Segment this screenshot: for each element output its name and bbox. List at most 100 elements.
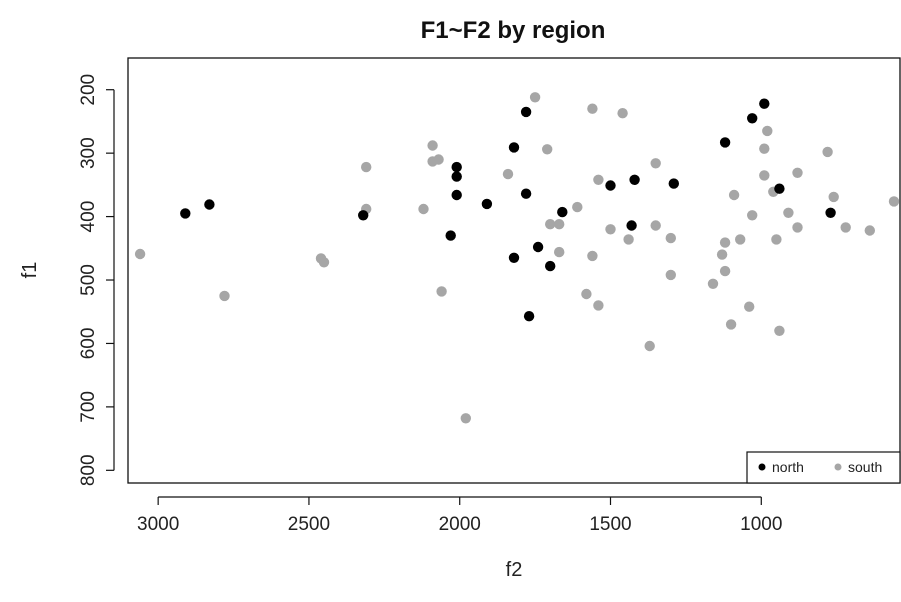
data-point-north	[747, 113, 758, 124]
data-point-south	[593, 174, 604, 185]
data-point-north	[508, 142, 520, 153]
x-tick-label: 2000	[439, 514, 481, 535]
legend-label-south: south	[848, 459, 882, 475]
data-point-south	[617, 108, 628, 119]
data-point-south	[728, 189, 740, 201]
data-point-north	[451, 189, 462, 201]
y-axis: 200 300 400 500 600 700 800	[78, 74, 115, 486]
data-point-south	[747, 210, 758, 221]
data-point-north	[451, 161, 462, 173]
data-point-south	[134, 248, 146, 260]
legend-marker-south	[834, 463, 842, 471]
data-point-south	[744, 301, 755, 312]
data-point-south	[427, 140, 438, 151]
data-point-north	[520, 188, 532, 199]
data-point-south	[529, 92, 541, 103]
data-point-south	[554, 246, 565, 258]
data-point-north	[629, 174, 640, 185]
data-point-south	[623, 234, 634, 245]
data-point-north	[204, 199, 215, 210]
y-tick-label: 800	[78, 454, 99, 486]
plot-frame	[127, 57, 901, 484]
data-point-north	[481, 198, 493, 210]
data-point-south	[460, 413, 471, 424]
data-point-south	[759, 143, 770, 154]
data-point-south	[650, 220, 661, 231]
x-tick-label: 1000	[740, 514, 782, 535]
data-point-north	[605, 180, 616, 191]
x-tick-label: 3000	[137, 514, 179, 535]
data-point-south	[587, 103, 598, 114]
data-point-north	[774, 183, 785, 194]
y-axis-title: f1	[19, 262, 41, 279]
data-point-south	[650, 158, 661, 169]
data-point-south	[418, 203, 429, 215]
data-point-south	[725, 319, 737, 330]
y-tick-label: 300	[78, 137, 99, 169]
legend-label-north: north	[772, 459, 804, 475]
data-point-north	[445, 230, 456, 241]
data-point-south	[792, 167, 803, 178]
data-point-south	[665, 269, 676, 281]
data-point-south	[219, 290, 230, 302]
data-point-south	[716, 249, 728, 260]
data-point-north	[508, 252, 520, 263]
data-point-south	[707, 278, 719, 289]
data-point-north	[532, 241, 544, 253]
data-point-south	[587, 250, 598, 262]
x-tick-label: 2500	[288, 514, 330, 535]
data-point-south	[581, 288, 592, 300]
data-point-south	[502, 168, 514, 180]
data-point-north	[545, 260, 556, 272]
y-tick-label: 200	[78, 74, 99, 106]
data-point-south	[864, 225, 875, 236]
data-point-south	[593, 300, 604, 311]
data-point-south	[840, 222, 851, 233]
legend: north south	[746, 451, 901, 484]
y-tick-label: 500	[78, 264, 99, 296]
data-point-north	[523, 311, 535, 322]
data-point-south	[433, 154, 444, 165]
x-axis: 3000 2500 2000 1500 1000	[137, 496, 782, 535]
data-point-south	[542, 144, 553, 155]
data-point-south	[828, 191, 839, 203]
data-point-north	[520, 106, 532, 118]
data-point-north	[719, 137, 731, 148]
data-point-north	[451, 171, 462, 182]
data-point-south	[888, 196, 900, 207]
data-point-north	[557, 206, 568, 218]
data-point-south	[762, 125, 773, 137]
data-point-south	[572, 201, 583, 213]
data-point-south	[436, 286, 447, 297]
legend-marker-north	[758, 463, 766, 471]
data-point-south	[361, 161, 372, 173]
data-point-north	[358, 210, 369, 221]
data-point-south	[771, 234, 782, 245]
data-point-south	[318, 257, 330, 268]
data-point-south	[735, 234, 746, 245]
data-point-south	[719, 265, 731, 277]
data-point-south	[545, 219, 556, 230]
x-axis-title: f2	[506, 559, 523, 581]
data-point-south	[644, 340, 655, 352]
data-point-south	[719, 237, 731, 248]
data-point-north	[180, 208, 191, 219]
data-points	[134, 92, 900, 424]
chart-title: F1~F2 by region	[421, 17, 606, 44]
data-point-north	[759, 98, 770, 109]
data-point-south	[759, 170, 770, 181]
data-point-south	[554, 219, 565, 230]
data-point-south	[774, 325, 785, 336]
data-point-south	[605, 224, 616, 235]
data-point-south	[792, 222, 803, 233]
data-point-south	[822, 146, 833, 158]
x-tick-label: 1500	[589, 514, 631, 535]
y-tick-label: 600	[78, 328, 99, 360]
legend-box	[746, 451, 901, 484]
y-tick-label: 400	[78, 201, 99, 233]
data-point-south	[783, 207, 794, 218]
data-point-north	[825, 207, 836, 218]
y-tick-label: 700	[78, 391, 99, 423]
data-point-north	[668, 178, 679, 189]
